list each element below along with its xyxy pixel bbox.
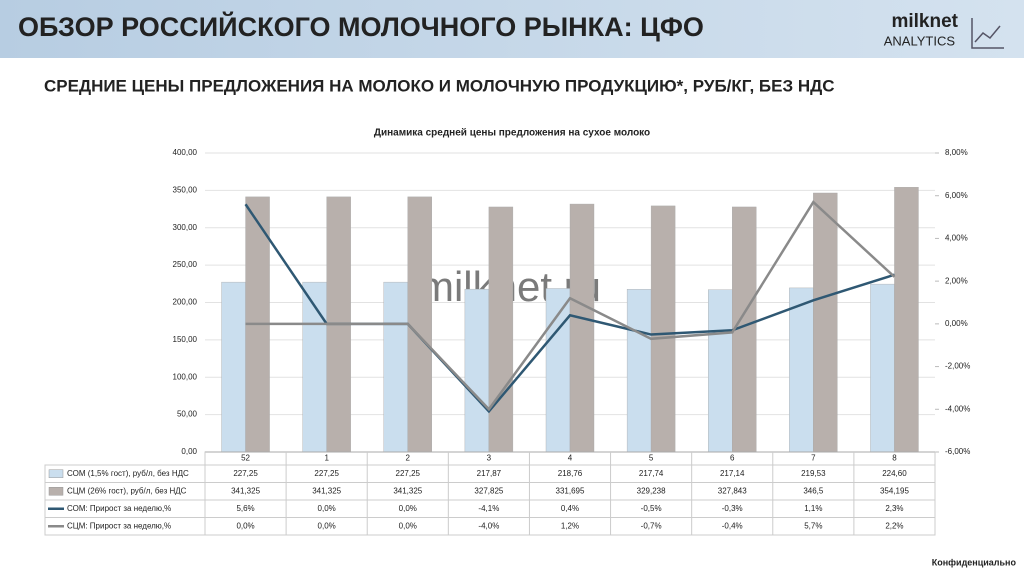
line: [245, 200, 896, 412]
table-cell: -0,7%: [641, 521, 662, 530]
y-tick-label: 350,00: [173, 185, 198, 194]
subtitle: СРЕДНИЕ ЦЕНЫ ПРЕДЛОЖЕНИЯ НА МОЛОКО И МОЛ…: [44, 76, 835, 95]
legend-swatch: [48, 469, 64, 478]
table-cell: 0,4%: [561, 504, 579, 513]
bar: [464, 288, 490, 453]
bar: [221, 281, 246, 453]
x-tick-label: 1: [324, 454, 329, 463]
x-tick-label: 52: [241, 454, 250, 463]
x-tick-label: 6: [730, 454, 735, 463]
y2-tick-label: -6,00%: [945, 447, 970, 456]
y2-tick-label: 6,00%: [945, 191, 968, 200]
table-cell: 217,74: [639, 469, 664, 478]
x-tick-label: 5: [649, 454, 654, 463]
table-cell: 218,76: [558, 469, 583, 478]
x-tick-label: 7: [811, 454, 816, 463]
table-cell: 2,2%: [885, 521, 903, 530]
logo-top: milknet: [891, 11, 958, 32]
y2-tick-label: 8,00%: [945, 148, 968, 157]
table-cell: 227,25: [314, 469, 339, 478]
y2-tick-label: -4,00%: [945, 404, 970, 413]
table-cell: 5,7%: [804, 521, 822, 530]
table-cell: 0,0%: [399, 504, 417, 513]
table-cell: 227,25: [396, 469, 421, 478]
table-cell: -0,4%: [722, 521, 743, 530]
header-bar: [0, 0, 1024, 58]
bar: [488, 206, 514, 453]
chart-title: Динамика средней цены предложения на сух…: [374, 128, 650, 139]
table-cell: 331,695: [556, 486, 585, 495]
legend-label: СЦМ: Прирост за неделю,%: [67, 521, 171, 530]
x-tick-label: 8: [892, 454, 897, 463]
bar: [626, 289, 652, 453]
table-cell: 0,0%: [399, 521, 417, 530]
bar: [407, 196, 432, 453]
logo-bottom: ANALYTICS: [884, 33, 956, 48]
table-cell: 219,53: [801, 469, 826, 478]
table-cell: -4,0%: [478, 521, 499, 530]
table-cell: 327,825: [474, 486, 503, 495]
bar: [789, 287, 814, 453]
y-tick-label: 250,00: [173, 260, 198, 269]
table-cell: 5,6%: [236, 504, 254, 513]
y-tick-label: 300,00: [173, 223, 198, 232]
table-cell: -0,3%: [722, 504, 743, 513]
x-tick-label: 2: [406, 454, 411, 463]
table-cell: 2,3%: [885, 504, 903, 513]
table-cell: 329,238: [637, 486, 666, 495]
y2-tick-label: 2,00%: [945, 276, 968, 285]
table-cell: 227,25: [233, 469, 258, 478]
table-cell: 0,0%: [318, 521, 336, 530]
table-cell: 224,60: [882, 469, 907, 478]
y-tick-label: 400,00: [173, 148, 198, 157]
legend-label: СЦМ (26% гост), руб/л, без НДС: [67, 486, 187, 495]
x-tick-label: 3: [487, 454, 492, 463]
bar: [708, 289, 733, 453]
table-row: [44, 517, 936, 536]
table-cell: 346,5: [803, 486, 824, 495]
legend-label: СОМ: Прирост за неделю,%: [67, 504, 171, 513]
footer: Конфиденциально: [932, 557, 1017, 567]
x-tick-label: 4: [568, 454, 573, 463]
bar: [870, 283, 895, 453]
y-tick-label: 0,00: [181, 447, 197, 456]
bar: [650, 205, 676, 453]
table-cell: 217,87: [477, 469, 502, 478]
table-cell: 1,1%: [804, 504, 822, 513]
bar: [894, 187, 919, 453]
table-cell: 341,325: [312, 486, 341, 495]
table-cell: -4,1%: [478, 504, 499, 513]
table-cell: 354,195: [880, 486, 909, 495]
table-cell: 0,0%: [318, 504, 336, 513]
table-cell: 217,14: [720, 469, 745, 478]
bar: [813, 192, 838, 453]
table-cell: -0,5%: [641, 504, 662, 513]
table-cell: 341,325: [231, 486, 260, 495]
y2-tick-label: 0,00%: [945, 319, 968, 328]
bar: [569, 203, 595, 453]
table-cell: 327,843: [718, 486, 747, 495]
table-cell: 341,325: [393, 486, 422, 495]
table-cell: 1,2%: [561, 521, 579, 530]
y-tick-label: 200,00: [173, 298, 198, 307]
y2-tick-label: -2,00%: [945, 362, 970, 371]
legend-label: СОМ (1,5% гост), руб/л, без НДС: [67, 469, 189, 478]
legend-swatch: [48, 487, 64, 496]
y2-tick-label: 4,00%: [945, 234, 968, 243]
page-title: ОБЗОР РОССИЙСКОГО МОЛОЧНОГО РЫНКА: ЦФО: [18, 11, 704, 42]
y-tick-label: 50,00: [177, 410, 198, 419]
logo-icon: [971, 18, 1004, 49]
table-cell: 0,0%: [236, 521, 254, 530]
y-tick-label: 100,00: [173, 372, 198, 381]
bar: [383, 281, 408, 453]
y-tick-label: 150,00: [173, 335, 198, 344]
